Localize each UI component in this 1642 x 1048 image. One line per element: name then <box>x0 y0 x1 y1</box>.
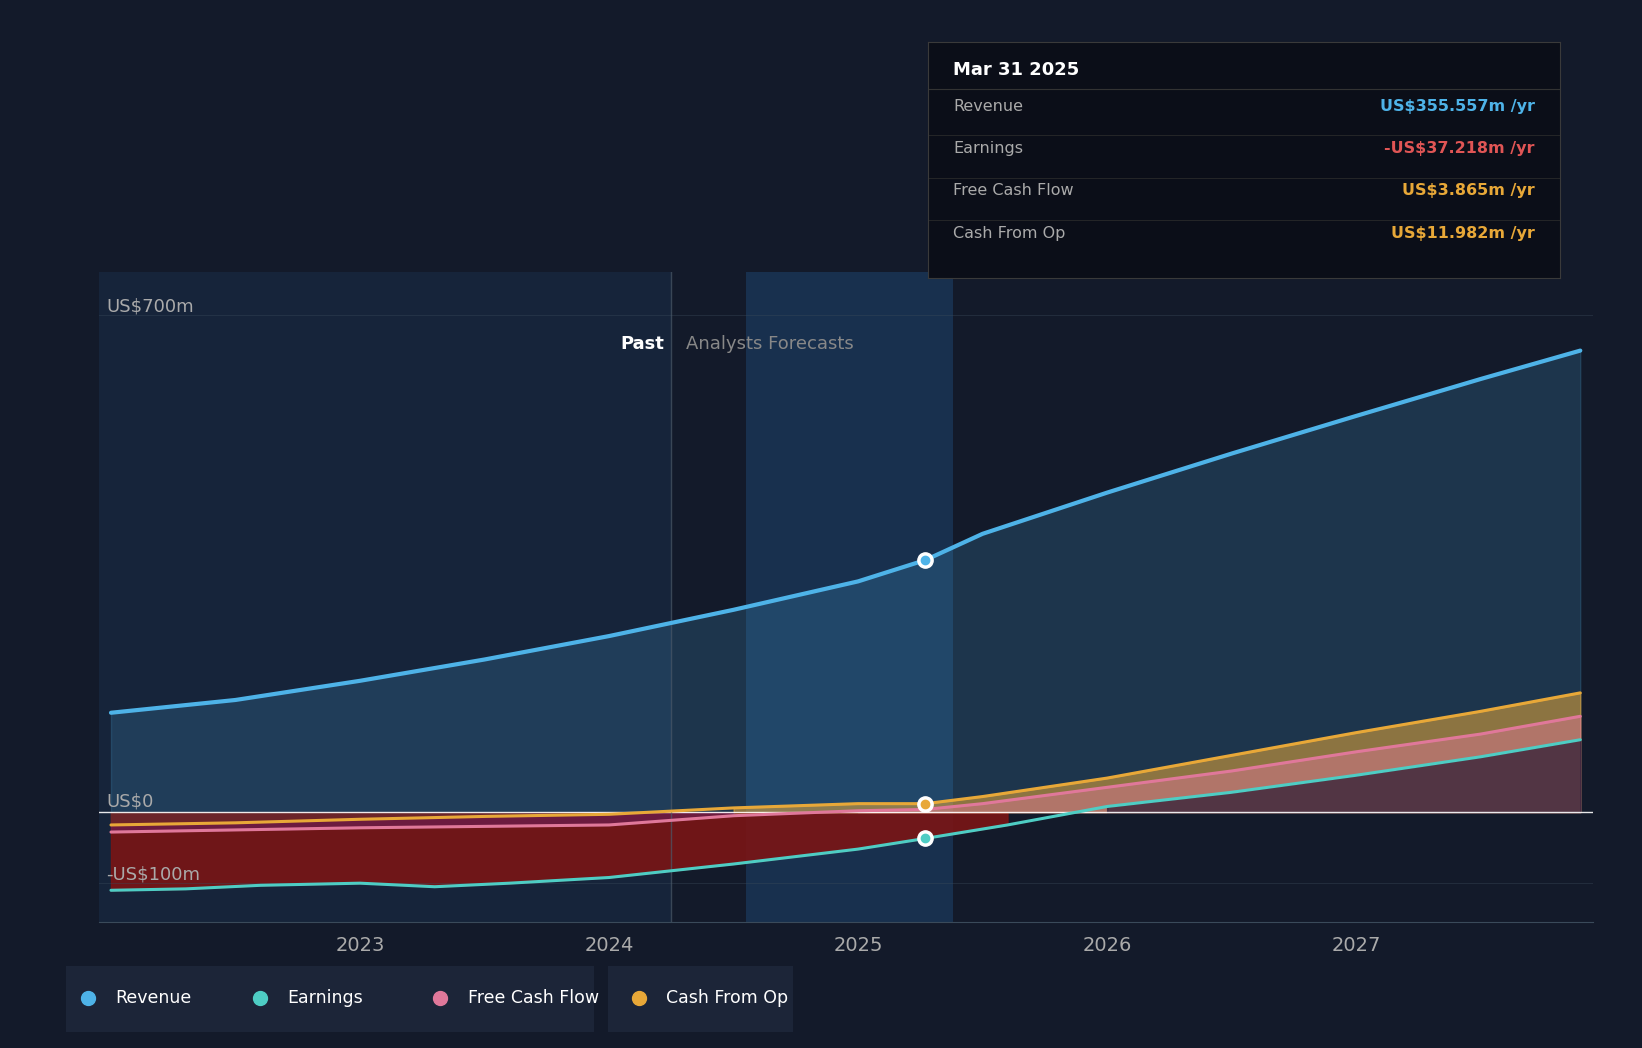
Text: Revenue: Revenue <box>115 989 192 1007</box>
Text: Revenue: Revenue <box>952 99 1023 113</box>
Text: US$11.982m /yr: US$11.982m /yr <box>1391 226 1535 241</box>
Text: Analysts Forecasts: Analysts Forecasts <box>686 335 854 353</box>
Text: Past: Past <box>621 335 663 353</box>
Text: Mar 31 2025: Mar 31 2025 <box>952 61 1079 79</box>
Bar <box>672 272 1593 922</box>
FancyBboxPatch shape <box>608 966 793 1032</box>
Text: Free Cash Flow: Free Cash Flow <box>952 183 1074 198</box>
Text: US$0: US$0 <box>107 792 153 811</box>
Text: -US$100m: -US$100m <box>107 866 200 883</box>
FancyBboxPatch shape <box>409 966 594 1032</box>
FancyBboxPatch shape <box>228 966 414 1032</box>
FancyBboxPatch shape <box>56 966 241 1032</box>
Bar <box>99 272 672 922</box>
Text: US$355.557m /yr: US$355.557m /yr <box>1379 99 1535 113</box>
Text: Earnings: Earnings <box>287 989 363 1007</box>
Text: -US$37.218m /yr: -US$37.218m /yr <box>1384 141 1535 156</box>
Text: US$3.865m /yr: US$3.865m /yr <box>1402 183 1535 198</box>
Text: Earnings: Earnings <box>952 141 1023 156</box>
Text: Cash From Op: Cash From Op <box>952 226 1066 241</box>
Text: Free Cash Flow: Free Cash Flow <box>468 989 599 1007</box>
Bar <box>745 272 952 922</box>
Text: US$700m: US$700m <box>107 297 194 315</box>
Text: Cash From Op: Cash From Op <box>667 989 788 1007</box>
